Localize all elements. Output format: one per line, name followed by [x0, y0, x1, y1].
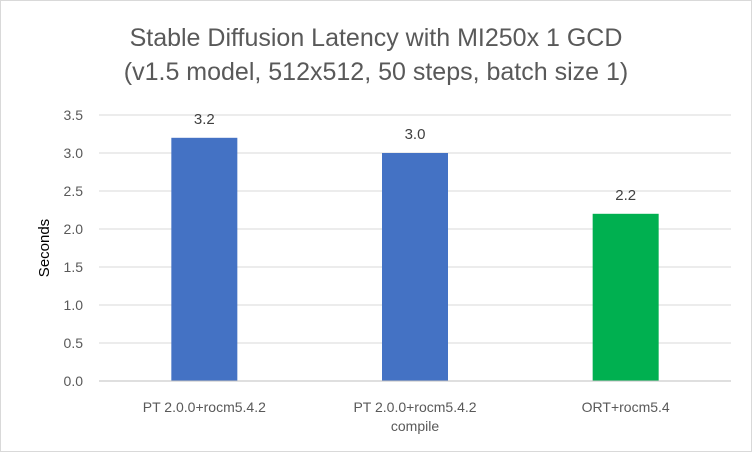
y-tick-label: 2.5: [64, 183, 84, 199]
x-tick-label: PT 2.0.0+rocm5.4.2: [353, 399, 476, 415]
y-tick-label: 0.5: [64, 335, 84, 351]
data-label: 2.2: [615, 187, 636, 204]
y-tick-label: 1.5: [64, 259, 84, 275]
data-label: 3.0: [405, 126, 426, 143]
chart-title-line-2: (v1.5 model, 512x512, 50 steps, batch si…: [123, 58, 629, 86]
y-tick-label: 0.0: [64, 373, 84, 389]
y-tick-label: 3.5: [64, 107, 84, 123]
x-tick-label: ORT+rocm5.4: [582, 399, 670, 415]
bar: [592, 213, 659, 381]
bar: [171, 137, 238, 381]
y-tick-label: 2.0: [64, 221, 84, 237]
x-tick-label: compile: [391, 418, 439, 434]
bar: [382, 153, 448, 381]
y-tick-label: 3.0: [64, 145, 84, 161]
y-axis-title: Seconds: [36, 219, 53, 277]
y-tick-label: 1.0: [64, 297, 84, 313]
x-tick-label: PT 2.0.0+rocm5.4.2: [143, 399, 266, 415]
data-label: 3.2: [194, 111, 215, 128]
chart-title: Stable Diffusion Latency with MI250x 1 G…: [1, 21, 751, 89]
chart-title-line-1: Stable Diffusion Latency with MI250x 1 G…: [129, 24, 623, 52]
